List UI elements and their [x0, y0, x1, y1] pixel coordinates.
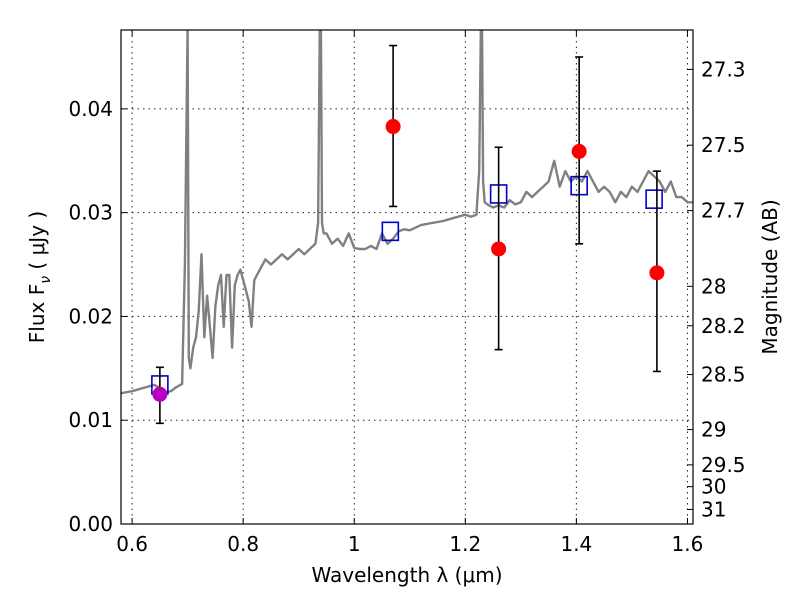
- x-tick-label: 0.8: [227, 532, 259, 556]
- y-tick-label: 0.02: [68, 304, 113, 328]
- y2-axis-label: Magnitude (AB): [758, 199, 782, 354]
- x-tick-label: 1: [348, 532, 361, 556]
- plot-area: [121, 30, 693, 425]
- magnitude-tick-label: 30: [701, 475, 726, 499]
- y-tick-label: 0.00: [68, 512, 113, 536]
- x-axis-label: Wavelength λ (μm): [311, 563, 502, 587]
- y-axis-label-subscript: ν: [38, 276, 54, 284]
- observed-point: [385, 119, 401, 135]
- model-point-square: [645, 189, 663, 209]
- model-point-square: [381, 221, 400, 242]
- y-tick-label: 0.04: [68, 97, 113, 121]
- y2-axis-label-group: Magnitude (AB): [758, 199, 782, 354]
- magnitude-tick-label: 27.3: [701, 57, 746, 81]
- magnitude-tick-label: 29: [701, 418, 726, 442]
- observed-point: [152, 386, 168, 402]
- magnitude-tick-label: 27.7: [701, 199, 746, 223]
- y-tick-label: 0.01: [68, 408, 113, 432]
- observed-point: [571, 143, 587, 159]
- magnitude-tick-label: 29.5: [701, 453, 746, 477]
- magnitude-tick-label: 27.5: [701, 133, 746, 157]
- spectrum-line: [121, 30, 693, 395]
- plot-frame: [120, 29, 694, 525]
- magnitude-tick-label: 31: [701, 497, 726, 521]
- x-tick-label: 1.6: [672, 532, 704, 556]
- y-axis-label-main: Flux F: [25, 284, 49, 343]
- grid: [121, 30, 693, 525]
- x-tick-label: 1.2: [449, 532, 481, 556]
- y-axis-label-unit: ( μJy ): [25, 211, 49, 276]
- magnitude-tick-label: 28: [701, 274, 726, 298]
- observed-point: [491, 241, 507, 257]
- x-tick-label: 1.4: [560, 532, 592, 556]
- y-axis-label-group: Flux Fν ( μJy ): [25, 211, 54, 343]
- magnitude-tick-label: 28.2: [701, 314, 746, 338]
- x-tick-label: 0.6: [116, 532, 148, 556]
- magnitude-tick-label: 28.5: [701, 363, 746, 387]
- y-tick-label: 0.03: [68, 201, 113, 225]
- axis-ticks: 0.6 0.8 1 1.2 1.4 1.6 0.00 0.01 0.02 0.03 0.04 27.3…: [68, 30, 746, 556]
- observed-point: [649, 265, 665, 281]
- y-axis-label: Flux Fν ( μJy ): [25, 211, 54, 343]
